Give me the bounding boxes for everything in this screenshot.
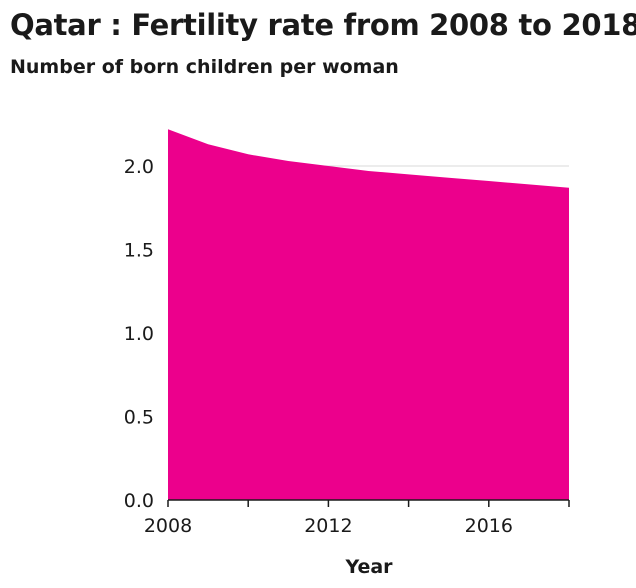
label-layer: 2008 2012 2016 0.0 0.5 1.0 1.5 2.0 <box>124 156 513 537</box>
y-tick-label-2: 1.0 <box>124 323 154 345</box>
y-tick-label-3: 1.5 <box>124 240 154 262</box>
y-tick-label-1: 0.5 <box>124 407 154 429</box>
area-series-0 <box>168 129 569 500</box>
y-tick-label-4: 2.0 <box>124 156 154 178</box>
x-tick-label-2016: 2016 <box>465 515 513 537</box>
y-tick-label-0: 0.0 <box>124 490 154 512</box>
area-layer <box>168 129 569 500</box>
x-tick-label-2012: 2012 <box>304 515 352 537</box>
x-axis-title: Year <box>344 556 393 578</box>
chart-title: Qatar : Fertility rate from 2008 to 2018 <box>10 8 636 42</box>
axis-layer <box>167 499 570 507</box>
chart-subtitle: Number of born children per woman <box>10 56 399 78</box>
x-tick-label-2008: 2008 <box>144 515 192 537</box>
